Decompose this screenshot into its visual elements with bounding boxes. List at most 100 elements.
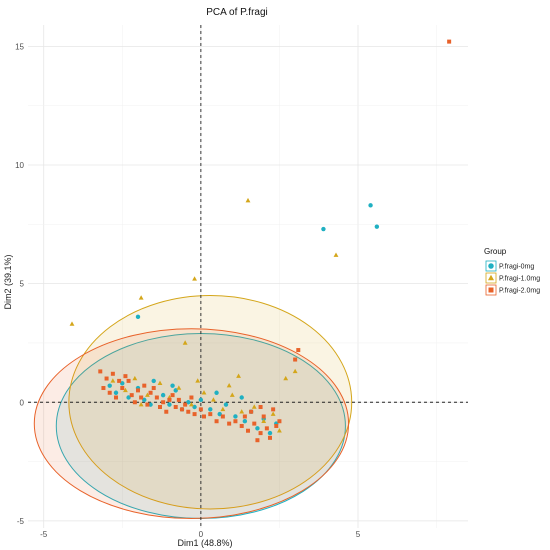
point-P.fragi-1.0mg	[270, 411, 276, 416]
point-P.fragi-1.0mg	[138, 295, 144, 300]
point-P.fragi-2.0mg	[252, 421, 257, 426]
ellipse-P.fragi-2.0mg	[33, 328, 350, 520]
point-P.fragi-2.0mg	[114, 395, 118, 400]
point-P.fragi-1.0mg	[245, 197, 251, 203]
point-P.fragi-2.0mg	[142, 383, 147, 388]
point-P.fragi-2.0mg	[145, 402, 150, 407]
point-P.fragi-2.0mg	[192, 412, 197, 417]
point-P.fragi-2.0mg	[129, 393, 134, 398]
point-P.fragi-2.0mg	[261, 414, 266, 419]
x-tick-label: 0	[199, 530, 204, 539]
point-P.fragi-2.0mg	[107, 390, 112, 395]
point-P.fragi-0mg	[208, 407, 213, 412]
point-P.fragi-2.0mg	[136, 388, 140, 393]
point-P.fragi-2.0mg	[220, 414, 225, 419]
point-P.fragi-0mg	[321, 226, 326, 232]
point-P.fragi-1.0mg	[226, 383, 232, 388]
point-P.fragi-1.0mg	[261, 418, 267, 423]
point-P.fragi-2.0mg	[255, 438, 260, 443]
legend-title: Group	[484, 247, 507, 256]
point-P.fragi-2.0mg	[139, 395, 144, 400]
legend-label: P.fragi-2.0mg	[499, 288, 540, 295]
point-P.fragi-0mg	[198, 397, 204, 403]
point-P.fragi-2.0mg	[296, 348, 301, 353]
point-P.fragi-0mg	[113, 390, 119, 395]
point-P.fragi-1.0mg	[251, 404, 257, 409]
point-P.fragi-1.0mg	[189, 401, 194, 407]
point-P.fragi-1.0mg	[333, 252, 339, 257]
zero-lines	[28, 25, 468, 528]
point-P.fragi-2.0mg	[264, 426, 269, 431]
grid	[28, 25, 468, 528]
point-P.fragi-0mg	[170, 383, 175, 388]
point-P.fragi-0mg	[126, 395, 131, 400]
point-P.fragi-0mg	[167, 402, 172, 407]
point-P.fragi-0mg	[242, 419, 248, 424]
legend-label: P.fragi-1.0mg	[499, 276, 540, 283]
point-P.fragi-2.0mg	[239, 423, 244, 428]
point-P.fragi-2.0mg	[101, 386, 106, 391]
point-P.fragi-0mg	[142, 397, 147, 403]
point-P.fragi-2.0mg	[164, 409, 169, 414]
y-tick-label: 5	[20, 280, 25, 289]
point-P.fragi-1.0mg	[69, 321, 75, 326]
point-P.fragi-2.0mg	[246, 428, 250, 433]
point-P.fragi-1.0mg	[211, 397, 216, 402]
point-P.fragi-2.0mg	[98, 369, 103, 374]
point-P.fragi-2.0mg	[173, 404, 178, 409]
point-P.fragi-1.0mg	[176, 385, 182, 390]
x-tick-label: 5	[356, 530, 361, 539]
point-P.fragi-2.0mg	[202, 414, 206, 419]
point-P.fragi-2.0mg	[170, 393, 175, 398]
point-P.fragi-2.0mg	[126, 378, 131, 383]
y-tick-label: 15	[15, 42, 24, 51]
point-P.fragi-2.0mg	[161, 400, 166, 405]
point-P.fragi-2.0mg	[277, 419, 282, 424]
point-P.fragi-0mg	[151, 378, 156, 384]
point-P.fragi-1.0mg	[220, 406, 226, 412]
point-P.fragi-2.0mg	[120, 386, 125, 391]
point-P.fragi-2.0mg	[258, 431, 263, 436]
data-points	[69, 39, 452, 443]
point-P.fragi-2.0mg	[151, 386, 156, 391]
point-P.fragi-0mg	[214, 390, 219, 395]
chart-title: PCA of P.fragi	[206, 7, 268, 18]
point-P.fragi-0mg	[223, 402, 229, 407]
point-P.fragi-2.0mg	[154, 395, 159, 400]
point-P.fragi-2.0mg	[167, 397, 172, 402]
y-axis-label: Dim2 (39.1%)	[3, 254, 13, 309]
point-P.fragi-2.0mg	[123, 374, 128, 379]
point-P.fragi-0mg	[120, 381, 125, 386]
point-P.fragi-2.0mg	[180, 407, 184, 412]
point-P.fragi-1.0mg	[283, 375, 289, 381]
point-P.fragi-2.0mg	[132, 400, 137, 405]
point-P.fragi-1.0mg	[192, 276, 197, 281]
point-P.fragi-2.0mg	[158, 404, 162, 409]
point-P.fragi-2.0mg	[110, 371, 115, 376]
point-P.fragi-1.0mg	[138, 401, 144, 407]
point-P.fragi-2.0mg	[274, 423, 279, 428]
point-P.fragi-1.0mg	[201, 390, 207, 395]
legend-label: P.fragi-0mg	[499, 264, 534, 271]
point-P.fragi-1.0mg	[229, 392, 235, 397]
point-P.fragi-1.0mg	[123, 387, 128, 393]
point-P.fragi-0mg	[374, 224, 380, 229]
point-P.fragi-0mg	[107, 383, 112, 388]
point-P.fragi-2.0mg	[242, 414, 247, 419]
point-P.fragi-2.0mg	[214, 419, 219, 424]
y-tick-label: -5	[17, 517, 25, 526]
point-P.fragi-2.0mg	[183, 402, 188, 407]
point-P.fragi-2.0mg	[271, 407, 276, 412]
point-P.fragi-2.0mg	[227, 421, 232, 426]
point-P.fragi-2.0mg	[117, 378, 122, 383]
point-P.fragi-2.0mg	[104, 376, 109, 381]
legend-marker-P.fragi-2.0mg	[488, 287, 494, 293]
point-P.fragi-0mg	[267, 430, 273, 436]
legend-marker-P.fragi-1.0mg	[487, 274, 495, 281]
x-axis-label: Dim1 (48.8%)	[177, 538, 232, 548]
point-P.fragi-2.0mg	[148, 390, 153, 395]
point-P.fragi-1.0mg	[110, 378, 116, 383]
point-P.fragi-0mg	[135, 314, 141, 320]
point-P.fragi-1.0mg	[239, 409, 245, 414]
